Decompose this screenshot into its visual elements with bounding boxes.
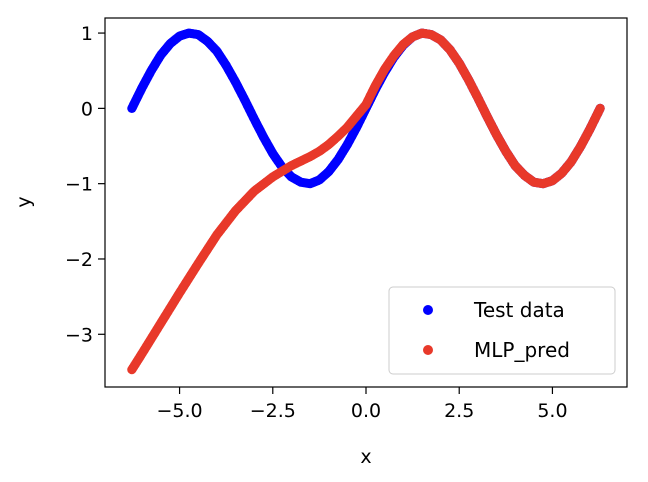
x-tick-label: 0.0 xyxy=(351,400,381,422)
x-axis-label: x xyxy=(360,446,371,468)
x-tick-label: 5.0 xyxy=(537,400,567,422)
y-tick-label: −1 xyxy=(65,174,93,196)
y-tick-label: −2 xyxy=(65,249,93,271)
legend-marker-test-data xyxy=(423,305,433,315)
x-tick-label: −2.5 xyxy=(250,400,296,422)
legend-label-test-data: Test data xyxy=(473,298,565,322)
legend-marker-mlp-pred xyxy=(423,345,433,355)
series-layer xyxy=(127,28,605,375)
legend-label-mlp-pred: MLP_pred xyxy=(474,338,570,362)
x-axis: −5.0 −2.5 0.0 2.5 5.0 xyxy=(157,387,568,422)
legend: Test data MLP_pred xyxy=(388,286,616,375)
x-tick-label: 2.5 xyxy=(444,400,474,422)
series-mlp-pred xyxy=(127,28,605,375)
y-tick-label: 0 xyxy=(81,98,93,120)
y-axis: 1 0 −1 −2 −3 xyxy=(65,23,105,346)
y-axis-label: y xyxy=(13,196,35,207)
x-tick-label: −5.0 xyxy=(157,400,203,422)
y-tick-label: −3 xyxy=(65,324,93,346)
y-tick-label: 1 xyxy=(81,23,93,45)
data-point xyxy=(595,103,605,113)
legend-box xyxy=(388,286,616,375)
